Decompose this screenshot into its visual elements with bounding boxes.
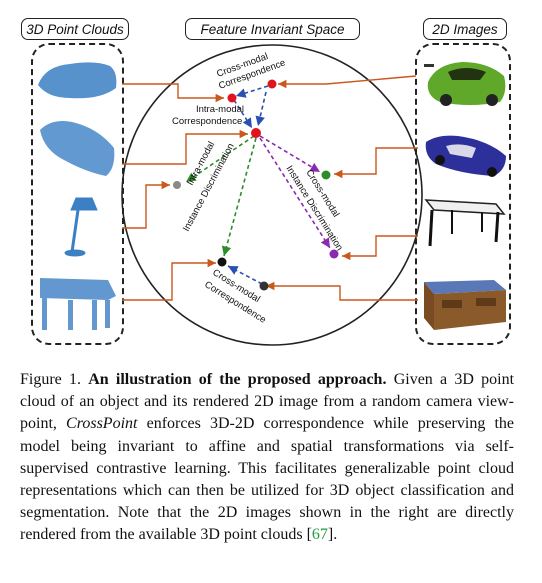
image-green-car [424, 62, 506, 106]
image-blue-car [425, 135, 506, 177]
point-cloud-car-2 [40, 121, 115, 176]
point-cloud-panel [31, 43, 124, 345]
node-image-car-green [267, 79, 277, 89]
feature-space-circle [121, 44, 423, 346]
diagram-canvas: Cross-modal Correspondence Intra-modal C… [38, 44, 506, 346]
orange-arrows-left [122, 83, 248, 301]
header-feature-invariant-space: Feature Invariant Space [185, 18, 360, 40]
header-2d-images: 2D Images [423, 18, 507, 40]
caption-text-2: enforces 3D-2D correspondence while pres… [20, 415, 515, 544]
purple-discrimination-arrows [259, 135, 331, 249]
image-desk [424, 280, 506, 330]
image-table [424, 199, 506, 247]
caption-end: . [333, 526, 338, 544]
image-panel [415, 43, 511, 345]
caption-citation[interactable]: 67 [311, 526, 328, 544]
node-pc-table [217, 257, 227, 267]
label-intra-modal-corr-2: Correspondence [172, 116, 242, 127]
caption-text-1: Given a 3D point cloud of an object and … [20, 371, 515, 433]
point-cloud-lamp [64, 197, 98, 257]
point-cloud-table [40, 278, 116, 330]
blue-correspondence-arrows [227, 85, 269, 285]
node-image-blue-car [321, 170, 331, 180]
node-image-desk [259, 281, 269, 291]
orange-arrows-right [266, 75, 418, 301]
label-intra-modal-corr-1: Intra-modal [196, 104, 244, 115]
figure-caption: Figure 1. An illustration of the propose… [20, 371, 515, 544]
figure: 3D Point Clouds Feature Invariant Space … [21, 18, 511, 346]
caption-figure-label: Figure 1. [20, 371, 81, 388]
node-image-table [329, 249, 339, 259]
point-cloud-car-1 [38, 62, 117, 99]
node-pc-car-1 [227, 93, 237, 103]
caption-method: CrossPoint [66, 415, 138, 433]
green-discrimination-arrows [185, 135, 257, 257]
node-pc-lamp [173, 181, 181, 189]
header-3d-point-clouds: 3D Point Clouds [21, 18, 129, 40]
caption-title: An illustration of the proposed approach… [88, 371, 387, 388]
node-anchor [251, 128, 261, 138]
